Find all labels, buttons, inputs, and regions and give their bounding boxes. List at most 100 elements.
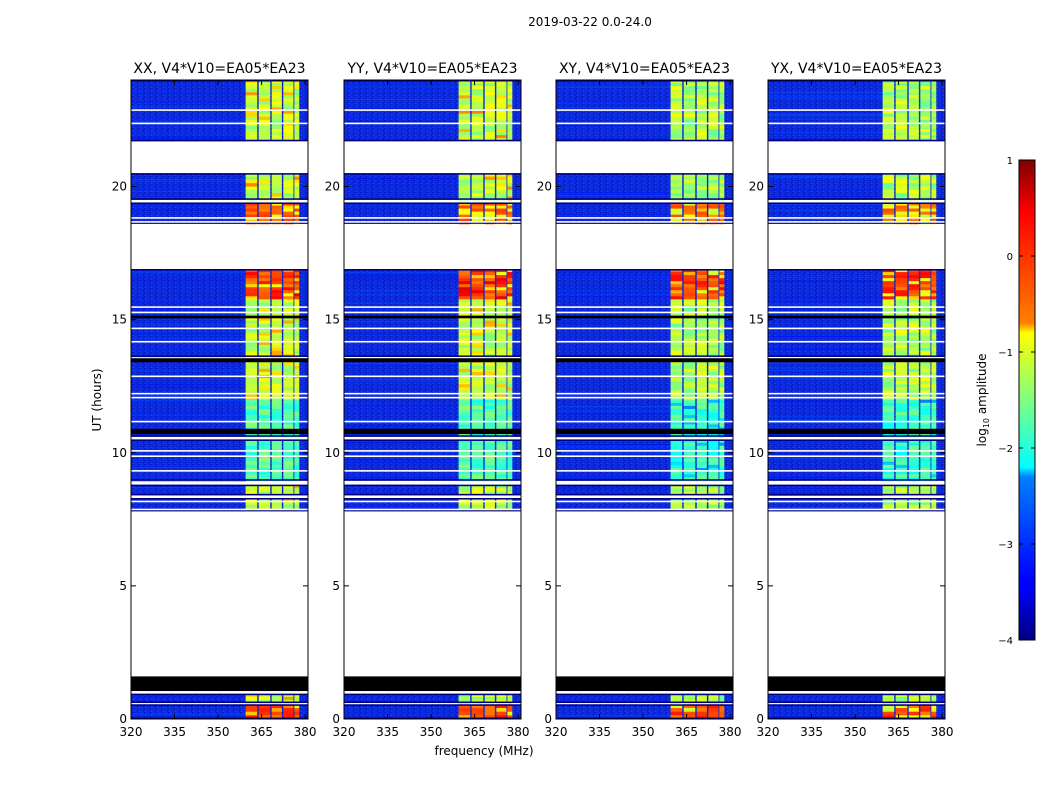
- heatmap-cell: [708, 83, 719, 87]
- heatmap-cell: [294, 179, 300, 184]
- heatmap-cell: [471, 455, 484, 459]
- heatmap-cell: [719, 491, 725, 496]
- heatmap-cell: [496, 290, 507, 294]
- heatmap-cell: [931, 323, 937, 328]
- heatmap-cell: [882, 415, 895, 419]
- heatmap-cell: [458, 338, 471, 343]
- streak: [344, 274, 459, 276]
- heatmap-cell: [895, 332, 908, 337]
- streak: [131, 361, 246, 363]
- heatmap-cell: [496, 214, 507, 219]
- heatmap-cell: [496, 101, 507, 105]
- heatmap-cell: [719, 186, 725, 191]
- heatmap-cell: [908, 408, 919, 413]
- heatmap-cell: [670, 390, 683, 395]
- heatmap-cell: [258, 183, 271, 187]
- heatmap-cell: [294, 715, 300, 719]
- flag-gap: [556, 109, 733, 111]
- heatmap-cell: [484, 504, 495, 509]
- colorbar-tick-label: −3: [998, 540, 1013, 551]
- heatmap-cell: [719, 86, 725, 90]
- heatmap-cell: [507, 272, 513, 276]
- heatmap-cell: [920, 83, 931, 87]
- heatmap-cell: [696, 341, 707, 346]
- heatmap-cell: [283, 491, 294, 496]
- heatmap-cell: [708, 193, 719, 197]
- heatmap-cell: [719, 293, 725, 297]
- heatmap-cell: [471, 284, 484, 288]
- heatmap-cell: [908, 693, 919, 698]
- heatmap-cell: [271, 405, 282, 410]
- block-edge: [556, 198, 733, 200]
- heatmap-cell: [471, 341, 484, 346]
- heatmap-cell: [294, 299, 300, 303]
- heatmap-cell: [271, 293, 282, 297]
- heatmap-cell: [496, 350, 507, 355]
- heatmap-cell: [294, 468, 300, 472]
- heatmap-cell: [484, 293, 495, 297]
- heatmap-cell: [258, 471, 271, 475]
- streak: [768, 176, 883, 178]
- heatmap-cell: [294, 332, 300, 337]
- heatmap-cell: [496, 715, 507, 719]
- heatmap-cell: [670, 498, 683, 502]
- heatmap-cell: [708, 116, 719, 121]
- heatmap-cell: [931, 399, 937, 404]
- heatmap-cell: [245, 95, 258, 99]
- heatmap-cell: [507, 98, 513, 102]
- heatmap-cell: [683, 173, 696, 178]
- heatmap-cell: [683, 491, 696, 496]
- heatmap-cell: [294, 275, 300, 279]
- heatmap-cell: [283, 128, 294, 133]
- flagged-bar: [556, 358, 733, 363]
- heatmap-cell: [294, 418, 300, 422]
- heatmap-cell: [258, 461, 271, 466]
- heatmap-cell: [931, 418, 937, 422]
- streak: [344, 365, 459, 367]
- flag-gap: [768, 508, 945, 511]
- heatmap-cell: [471, 113, 484, 118]
- heatmap-cell: [696, 119, 707, 124]
- heatmap-cell: [458, 183, 471, 187]
- y-tick-label: 10: [749, 446, 764, 460]
- heatmap-cell: [271, 445, 282, 450]
- heatmap-cell: [931, 491, 937, 496]
- heatmap-cell: [471, 104, 484, 109]
- heatmap-cell: [920, 189, 931, 194]
- heatmap-cell: [708, 104, 719, 109]
- heatmap-cell: [683, 186, 696, 191]
- heatmap-cell: [258, 193, 271, 197]
- heatmap-cell: [496, 464, 507, 469]
- heatmap-cell: [245, 715, 258, 719]
- heatmap-cell: [271, 458, 282, 463]
- heatmap-cell: [908, 186, 919, 191]
- heatmap-cell: [696, 272, 707, 276]
- heatmap-cell: [471, 202, 484, 207]
- heatmap-cell: [696, 189, 707, 194]
- heatmap-cell: [271, 696, 282, 701]
- heatmap-cell: [507, 452, 513, 456]
- heatmap-cell: [920, 501, 931, 506]
- heatmap-cell: [471, 381, 484, 385]
- heatmap-cell: [920, 110, 931, 115]
- heatmap-cell: [245, 281, 258, 285]
- heatmap-cell: [458, 202, 471, 207]
- streak: [344, 405, 459, 407]
- heatmap-cell: [895, 119, 908, 124]
- heatmap-cell: [670, 362, 683, 367]
- block-edge: [768, 693, 945, 696]
- heatmap-cell: [258, 186, 271, 191]
- heatmap-cell: [484, 696, 495, 701]
- heatmap-cell: [245, 269, 258, 273]
- streak: [344, 711, 459, 713]
- heatmap-cell: [895, 471, 908, 475]
- heatmap-cell: [683, 381, 696, 385]
- heatmap-cell: [908, 341, 919, 346]
- heatmap-cell: [696, 693, 707, 698]
- heatmap-cell: [882, 217, 895, 222]
- heatmap-cell: [258, 368, 271, 373]
- heatmap-cell: [696, 284, 707, 288]
- heatmap-cell: [708, 335, 719, 340]
- heatmap-cell: [931, 320, 937, 325]
- heatmap-cell: [882, 468, 895, 472]
